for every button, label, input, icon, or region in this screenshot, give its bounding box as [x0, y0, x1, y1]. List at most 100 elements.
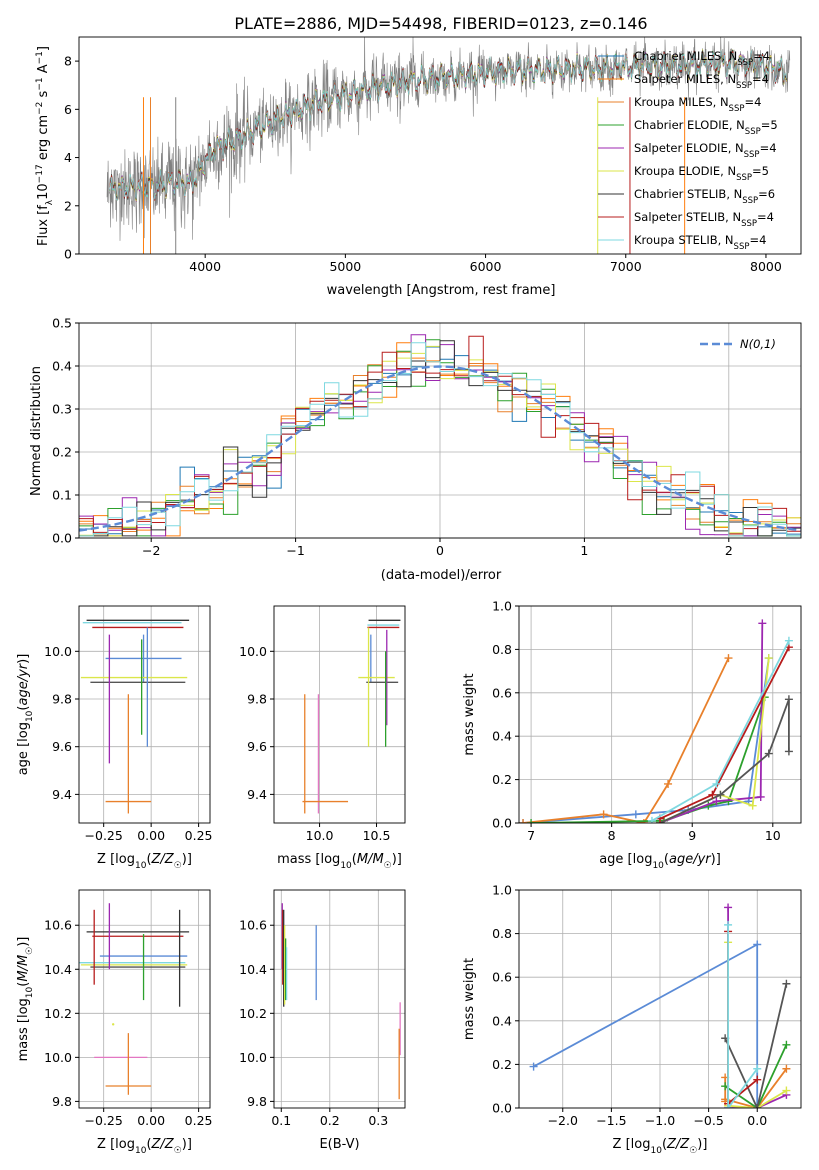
label-part: Z/Z: [151, 852, 175, 867]
plot-area: [106, 37, 791, 254]
label-part: age/yr: [669, 852, 712, 867]
y-tick-label: 0.2: [492, 772, 512, 787]
x-tick-label: 7: [527, 828, 535, 843]
label-part: λ: [45, 199, 55, 205]
label-part: (: [16, 706, 31, 711]
plus-marker: [782, 1064, 791, 1073]
label-part: ☉: [384, 861, 392, 871]
legend-label: N(0,1): [740, 337, 776, 351]
label-part: age [log: [599, 852, 652, 867]
y-tick-label: 9.6: [247, 739, 267, 754]
plus-marker: [764, 749, 773, 758]
normal-reference-curve: [79, 365, 801, 532]
axes-frame: [78, 605, 211, 824]
plot-area: [79, 903, 190, 1095]
label-part: )]: [182, 1137, 192, 1152]
label-part: E(B-V): [319, 1137, 359, 1152]
label-part: 10: [650, 1146, 662, 1156]
legend-text: =5: [761, 118, 778, 132]
x-tick-label: 10.0: [306, 828, 334, 843]
legend-text: =4: [752, 72, 769, 86]
y-tick-label: 0.0: [492, 1101, 512, 1116]
residual-histogram: [79, 345, 801, 537]
label-part: )]: [182, 852, 192, 867]
label-part: Z [log: [97, 852, 135, 867]
x-tick-label: 1: [580, 543, 588, 558]
x-tick-label: −2: [142, 543, 160, 558]
legend-text: Kroupa ELODIE, N: [634, 164, 736, 178]
x-tick-label: −0.25: [85, 1113, 123, 1128]
label-part: 10: [652, 861, 664, 871]
label-part: ☉: [174, 861, 182, 871]
legend-subscript: SSP: [736, 173, 752, 183]
label-part: )]: [16, 654, 31, 664]
y-tick-label: 0.0: [52, 531, 72, 546]
x-tick-label: 0: [436, 543, 444, 558]
label-part: mass weight: [462, 958, 477, 1040]
label-part: −1: [35, 51, 45, 64]
label-part: 10: [25, 986, 35, 998]
y-tick-label: 0.2: [492, 1057, 512, 1072]
y-axis-label: mass weight: [462, 673, 477, 755]
legend-text: Kroupa MILES, N: [634, 95, 729, 109]
x-tick-label: 10.5: [363, 828, 391, 843]
y-tick-label: 0.4: [492, 729, 512, 744]
plus-marker: [753, 1075, 762, 1084]
mass-weight-line: [724, 983, 788, 1108]
x-tick-label: 0.25: [185, 828, 213, 843]
y-tick-label: 0.0: [492, 816, 512, 831]
y-tick-label: 10.0: [44, 1050, 72, 1065]
frame: −0.25 0.00 0.259.49.69.810.0Z [log10(Z/Z☉)…: [16, 605, 213, 871]
axes-mass_vs_Z_errorbars: −0.25 0.00 0.259.810.010.210.410.6Z [log10…: [16, 889, 213, 1156]
label-part: Z/Z: [151, 1137, 175, 1152]
y-tick-label: 9.8: [247, 1094, 267, 1109]
legend-label: Chabrier ELODIE, NSSP=5: [634, 118, 778, 137]
y-tick-label: 0.6: [492, 685, 512, 700]
model-spectrum: [109, 49, 788, 202]
label-part: (: [16, 982, 31, 987]
label-part: (: [662, 1137, 667, 1152]
y-tick-label: 0.3: [52, 402, 72, 417]
legend-text: Chabrier ELODIE, N: [634, 118, 745, 132]
x-tick-label: 0.00: [137, 1113, 165, 1128]
axes-frame: [273, 889, 406, 1109]
label-part: (data-model)/error: [381, 568, 502, 583]
x-tick-label: −0.25: [85, 828, 123, 843]
legend-text: =5: [752, 164, 769, 178]
y-tick-label: 0: [64, 247, 72, 262]
axes-spectrum: 4000 5000 6000 7000 8000 0 2 4 6 8 wavelength [Ang…: [35, 36, 802, 298]
frame: 10.0 10.5 9.4 9.6 9.8 10.0 mass [log10(M/M☉)]: [239, 605, 406, 871]
plot-area: [281, 903, 401, 1100]
plus-marker: [784, 747, 793, 756]
y-tick-label: 0.8: [492, 926, 512, 941]
y-tick-label: 9.4: [247, 787, 267, 802]
label-part: −2: [35, 102, 45, 115]
legend-text: Salpeter MILES, N: [634, 72, 736, 86]
legend-subscript: SSP: [745, 127, 761, 137]
label-part: s: [36, 90, 51, 101]
label-part: )]: [392, 852, 402, 867]
mass-weight-line: [659, 623, 764, 823]
y-tick-label: 9.8: [247, 692, 267, 707]
plot-area: [529, 903, 791, 1108]
y-tick-label: 10.0: [239, 1050, 267, 1065]
plus-marker: [712, 797, 721, 806]
label-part: 10: [36, 183, 51, 200]
mass-weight-line: [727, 924, 758, 1108]
legend-text: =4: [760, 141, 777, 155]
x-tick-label: 0.00: [137, 828, 165, 843]
y-axis-label: Normed distribution: [29, 366, 44, 496]
legend-text: =6: [758, 187, 775, 201]
plus-marker: [724, 920, 733, 929]
plus-marker: [716, 790, 725, 799]
mass-weight-line: [659, 646, 790, 820]
plus-marker: [724, 654, 733, 663]
chart-title: PLATE=2886, MJD=54498, FIBERID=0123, z=0…: [234, 14, 647, 33]
plus-marker: [529, 1062, 538, 1071]
grid: [274, 606, 405, 823]
plus-marker: [782, 1040, 791, 1049]
label-part: −1: [35, 77, 45, 90]
x-tick-label: 6000: [470, 259, 502, 274]
